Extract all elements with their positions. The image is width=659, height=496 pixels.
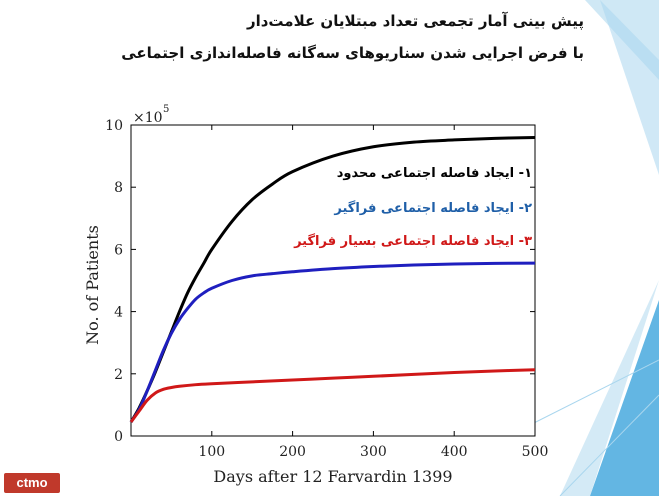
deco-triangle-lower (590, 300, 659, 496)
slide-title-line-1: پیش بینی آمار تجمعی تعداد مبتلایان علامت… (246, 12, 584, 30)
deco-line-2 (559, 394, 659, 496)
x-tick-label: 400 (441, 444, 468, 460)
deco-triangle-upper (600, 0, 659, 175)
y-tick-label: 10 (105, 118, 123, 134)
y-axis-label: No. of Patients (83, 225, 102, 345)
decorative-shapes (519, 0, 659, 496)
x-tick-label: 300 (360, 444, 387, 460)
series-line-widespread (129, 261, 536, 423)
deco-triangle-lower-light (560, 280, 659, 496)
y-tick-label: 6 (114, 242, 123, 258)
axis-ticks: 100 200 300 400 500 0 2 4 6 8 10 (105, 118, 548, 460)
deco-line-1 (519, 359, 659, 431)
x-tick-label: 100 (198, 444, 225, 460)
y-multiplier-label: ×10 (133, 110, 163, 126)
y-tick-label: 2 (114, 367, 123, 383)
x-tick-label: 500 (522, 444, 549, 460)
x-tick-label: 200 (279, 444, 306, 460)
y-tick-label: 0 (114, 429, 123, 445)
news-logo: ctmo (4, 473, 60, 493)
y-tick-label: 4 (114, 305, 123, 321)
slide-title-line-2: با فرض اجرایی شدن سناریوهای سه‌گانه فاصل… (121, 44, 584, 62)
legend-item-very-widespread: ۳- ایجاد فاصله اجتماعی بسیار فراگیر (294, 234, 532, 249)
series-layer (129, 135, 536, 423)
x-axis-label: Days after 12 Farvardin 1399 (213, 467, 452, 486)
series-line-very-widespread (129, 368, 536, 423)
y-multiplier-exponent: 5 (163, 104, 169, 115)
legend-item-limited: ۱- ایجاد فاصله اجتماعی محدود (336, 166, 532, 181)
legend-item-widespread: ۲- ایجاد فاصله اجتماعی فراگیر (334, 201, 532, 216)
y-tick-label: 8 (114, 180, 123, 196)
